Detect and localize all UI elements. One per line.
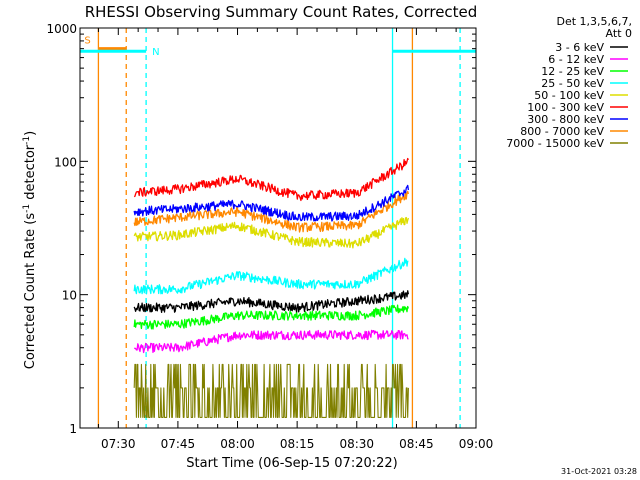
legend-title-line-2: Att 0 — [606, 27, 632, 40]
annotations: SN — [80, 36, 476, 58]
legend-label-3: 25 - 50 keV — [541, 77, 604, 90]
y-tick-label: 100 — [54, 155, 77, 169]
legend-label-2: 12 - 25 keV — [541, 65, 604, 78]
y-tick-label: 10 — [62, 289, 77, 303]
y-tick-label: 1 — [69, 422, 77, 436]
annotation-label-0: S — [84, 36, 90, 47]
legend-label-6: 300 - 800 keV — [527, 113, 604, 126]
chart-title: RHESSI Observing Summary Count Rates, Co… — [85, 3, 478, 21]
x-tick-label: 07:45 — [161, 437, 196, 451]
vertical-markers — [97, 28, 461, 428]
annotation-label-1: N — [152, 47, 159, 58]
plot-frame — [79, 27, 477, 429]
legend-label-5: 100 - 300 keV — [527, 101, 604, 114]
svg-text:Corrected Count Rate (s-1 dete: Corrected Count Rate (s-1 detector-1) — [22, 131, 38, 369]
series-group — [133, 157, 410, 418]
legend-label-8: 7000 - 15000 keV — [506, 137, 604, 150]
y-tick-label: 1000 — [46, 22, 77, 36]
x-tick-label: 08:30 — [339, 437, 374, 451]
x-tick-label: 08:15 — [280, 437, 315, 451]
series-line-5 — [133, 157, 409, 202]
y-axis-label-sup: -1 — [22, 204, 32, 213]
x-tick-label: 08:00 — [220, 437, 255, 451]
x-tick-label: 07:30 — [101, 437, 136, 451]
legend-label-7: 800 - 7000 keV — [520, 125, 604, 138]
legend-label-1: 6 - 12 keV — [548, 53, 604, 66]
x-tick-label: 08:45 — [399, 437, 434, 451]
series-line-3 — [133, 257, 409, 295]
series-line-0 — [133, 290, 410, 314]
y-axis-label: Corrected Count Rate (s-1 detector-1) — [22, 131, 38, 369]
series-line-1 — [134, 329, 409, 354]
y-axis-label-part: Corrected Count Rate (s — [23, 213, 38, 370]
x-tick-label: 09:00 — [459, 437, 494, 451]
y-axis-label-part: detector — [23, 144, 38, 204]
series-line-8 — [133, 363, 409, 418]
legend-label-0: 3 - 6 keV — [555, 41, 604, 54]
series-line-6 — [133, 184, 410, 222]
y-axis-label-part: ) — [23, 131, 38, 136]
series-line-7 — [133, 190, 410, 233]
axes: 07:30 07:45 08:00 08:15 08:30 08:45 09:00 1 10 10… — [46, 22, 493, 451]
legend-title-line-1: Det 1,3,5,6,7, — [556, 15, 632, 28]
series-line-2 — [133, 304, 410, 330]
x-axis-label: Start Time (06-Sep-15 07:20:22) — [186, 456, 397, 471]
footer-timestamp: 31-Oct-2021 03:28 — [561, 467, 637, 476]
legend-label-4: 50 - 100 keV — [534, 89, 604, 102]
y-axis-label-sup: -1 — [22, 136, 32, 145]
series-line-4 — [133, 216, 410, 249]
